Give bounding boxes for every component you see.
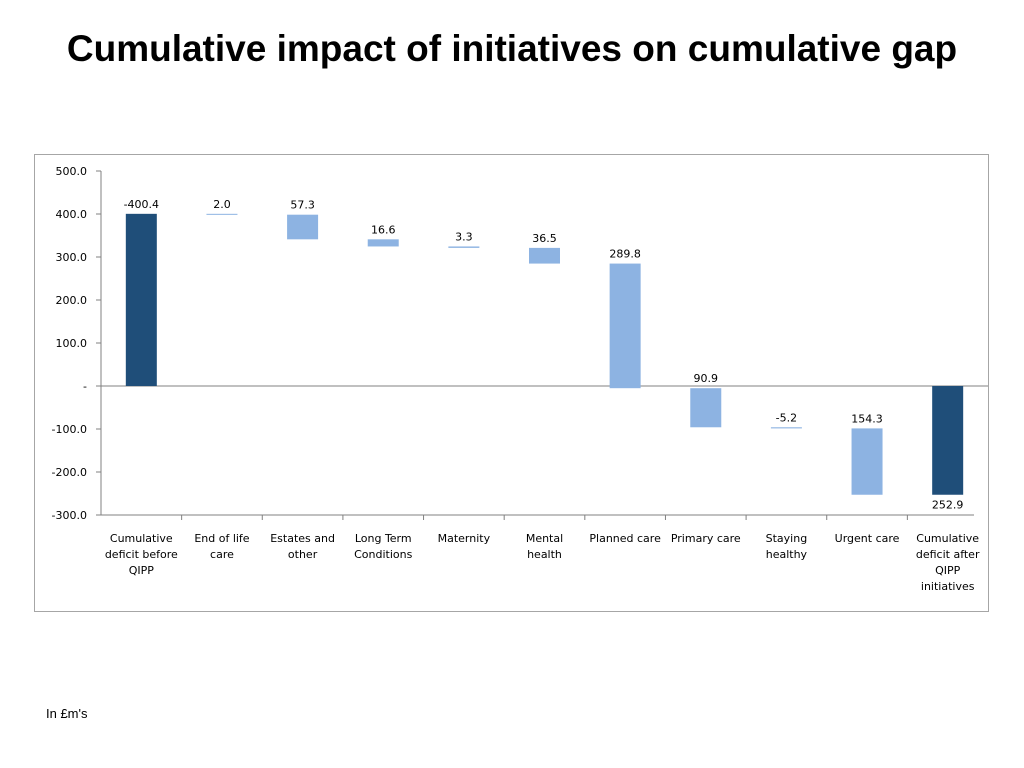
bar-3	[367, 239, 399, 247]
data-label: 90.9	[694, 372, 719, 385]
category-label: Primary care	[671, 532, 741, 545]
bars-group	[125, 213, 964, 495]
data-label: 57.3	[290, 199, 315, 212]
bar-9	[851, 428, 883, 495]
category-label-line: Estates and	[270, 532, 335, 545]
data-label: 36.5	[532, 232, 557, 245]
category-label-line: deficit before	[105, 548, 178, 561]
category-label-line: QIPP	[935, 564, 961, 577]
category-label: End of life care	[194, 532, 249, 561]
category-label: Estates and other	[270, 532, 335, 561]
category-label-line: Long Term	[355, 532, 412, 545]
slide-title: Cumulative impact of initiatives on cumu…	[66, 28, 958, 69]
category-label: Cumulative deficit after QIPP initiatives	[916, 532, 980, 593]
category-label-line: health	[527, 548, 562, 561]
data-label: 2.0	[213, 198, 231, 211]
category-label: Staying healthy	[766, 532, 808, 561]
category-label-line: Primary care	[671, 532, 741, 545]
data-label: 289.8	[609, 248, 641, 261]
y-tick-label: 400.0	[56, 208, 88, 221]
bar-7	[690, 388, 722, 428]
category-label: Planned care	[589, 532, 661, 545]
y-tick-label: -200.0	[52, 466, 87, 479]
y-tick-label: 500.0	[56, 165, 88, 178]
y-tick-label: -300.0	[52, 509, 87, 522]
category-label-line: Maternity	[438, 532, 491, 545]
category-label-line: other	[288, 548, 318, 561]
bar-6	[609, 263, 641, 389]
data-label: 16.6	[371, 223, 396, 236]
bar-0	[125, 213, 157, 386]
data-label: 3.3	[455, 230, 473, 243]
category-label-line: Mental	[526, 532, 563, 545]
category-label: Mental health	[526, 532, 563, 561]
category-label-line: healthy	[766, 548, 808, 561]
data-label: -400.4	[124, 198, 159, 211]
bar-8	[770, 427, 802, 429]
bar-10	[932, 386, 964, 495]
data-label: 252.9	[932, 499, 964, 512]
data-label: 154.3	[851, 412, 883, 425]
category-label-line: initiatives	[921, 580, 975, 593]
category-label: Urgent care	[835, 532, 900, 545]
y-tick-label: 100.0	[56, 337, 88, 350]
axes-group: 500.0 400.0 300.0 200.0 100.0 - -100.0 -200.0 -3…	[52, 165, 988, 522]
data-labels-group: -400.4 2.0 57.3 16.6 3.3 36.5 289.8 90.9 -5.2 154…	[124, 198, 964, 512]
category-label: Maternity	[438, 532, 491, 545]
category-label-line: Conditions	[354, 548, 412, 561]
y-tick-label: 200.0	[56, 294, 88, 307]
y-tick-label: 300.0	[56, 251, 88, 264]
bar-2	[287, 214, 319, 240]
bar-4	[448, 246, 480, 248]
bar-5	[529, 247, 560, 264]
category-labels-group: Cumulative deficit before QIPP End of life c…	[105, 532, 980, 593]
category-label-line: End of life	[194, 532, 249, 545]
y-tick-label: -100.0	[52, 423, 87, 436]
category-label-line: Planned care	[589, 532, 661, 545]
category-label-line: QIPP	[129, 564, 155, 577]
chart-frame: 500.0 400.0 300.0 200.0 100.0 - -100.0 -200.0 -3…	[34, 154, 989, 612]
category-label-line: deficit after	[916, 548, 980, 561]
units-footnote: In £m's	[46, 706, 88, 721]
category-label: Long Term Conditions	[354, 532, 412, 561]
category-label-line: Urgent care	[835, 532, 900, 545]
bar-1	[206, 213, 238, 215]
y-tick-label: -	[83, 380, 87, 393]
category-label-line: Cumulative	[110, 532, 173, 545]
category-label: Cumulative deficit before QIPP	[105, 532, 178, 577]
data-label: -5.2	[776, 411, 797, 424]
waterfall-chart: 500.0 400.0 300.0 200.0 100.0 - -100.0 -200.0 -3…	[52, 165, 988, 593]
category-label-line: Staying	[766, 532, 808, 545]
category-label-line: Cumulative	[916, 532, 979, 545]
category-label-line: care	[210, 548, 234, 561]
